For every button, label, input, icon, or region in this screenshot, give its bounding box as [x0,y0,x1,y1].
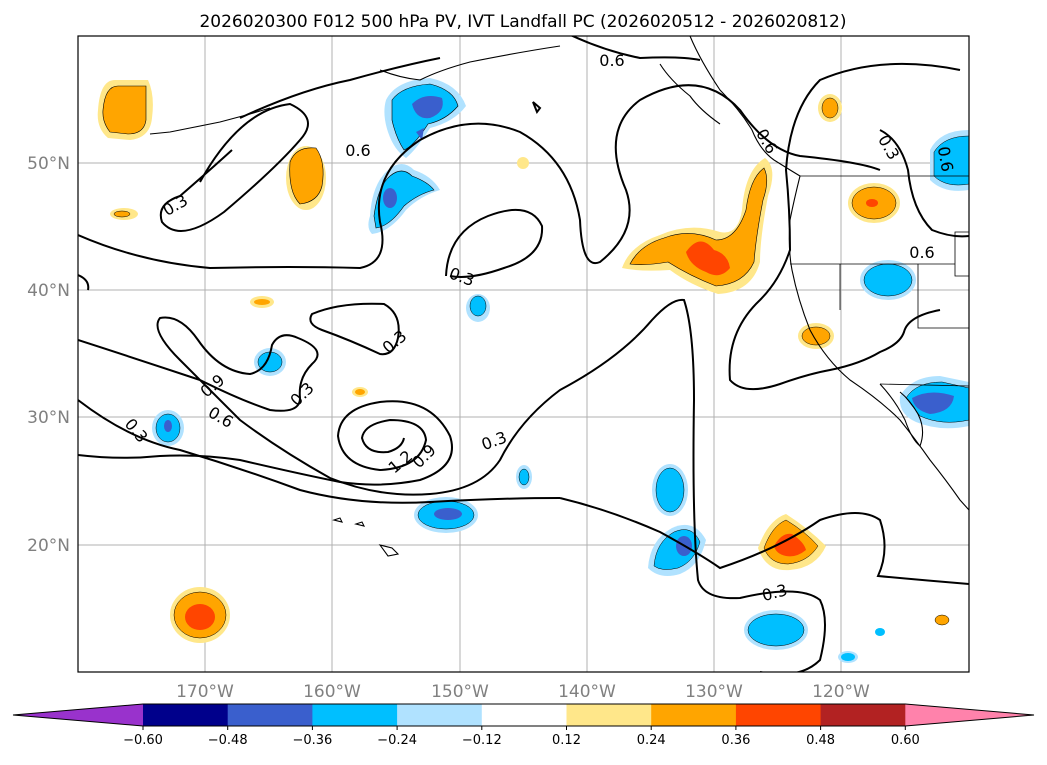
lat-label: 40°N [27,281,70,301]
colorbar-segment [735,704,822,726]
contour-label: 0.6 [934,145,957,173]
lon-label: 160°W [303,682,361,702]
colorbar-tick-label: 0.12 [552,733,581,748]
contour-labels: 0.6 0.6 0.6 0.6 0.6 0.3 0.3 0.3 0.3 0.3 … [121,51,957,605]
contour-label: 0.3 [447,264,477,291]
lon-label: 120°W [812,682,870,702]
lon-label: 150°W [431,682,489,702]
colorbar-segment [566,704,652,726]
latitude-labels: 50°N 40°N 30°N 20°N [27,154,70,556]
colorbar-segment [820,704,906,726]
lon-label: 140°W [558,682,616,702]
colorbar-segment [227,704,313,726]
contour-label: 0.3 [121,415,152,447]
colorbar-segment [143,704,229,726]
colorbar-tick-label: −0.24 [377,733,417,748]
lat-label: 50°N [27,154,70,174]
longitude-labels: 170°W 160°W 150°W 140°W 130°W 120°W [176,682,870,702]
pc-contours [78,36,969,672]
lat-label: 20°N [27,536,70,556]
graticule [78,36,969,672]
colorbar-extend-low [13,704,143,726]
contour-label: 0.6 [205,403,237,432]
map-title: 2026020300 F012 500 hPa PV, IVT Landfall… [199,12,846,32]
colorbar-tick-label: 0.60 [891,733,920,748]
political-borders [790,175,969,387]
colorbar-tick-label: 0.36 [721,733,750,748]
pv-shading [97,78,969,663]
contour-label: 0.9 [197,370,229,401]
map-area [78,36,969,672]
colorbar-tick-label: 0.48 [806,733,835,748]
contour-label: 0.9 [408,440,439,471]
map-frame [77,35,970,673]
colorbar-tick-label: 0.24 [637,733,666,748]
lon-label: 130°W [685,682,743,702]
contour-label: 0.3 [159,191,191,220]
colorbar-segment [397,704,483,726]
colorbar-tick-label: −0.48 [208,733,248,748]
colorbar-tick-label: −0.60 [123,733,163,748]
contour-label: 0.3 [874,131,903,163]
lon-label: 170°W [176,682,234,702]
colorbar-segment [481,704,567,726]
coastlines [149,36,969,557]
colorbar-extend-high [905,704,1034,726]
contour-label: 0.6 [599,51,624,70]
colorbar-tick-label: −0.36 [292,733,332,748]
colorbar-segment [651,704,737,726]
contour-label: 0.6 [909,243,934,262]
colorbar: −0.60 −0.48 −0.36 −0.24 −0.12 0.12 0.24 0.36 0.4… [12,703,1035,748]
contour-label: 0.3 [760,580,790,605]
contour-label: 0.6 [345,141,370,160]
lat-label: 30°N [27,408,70,428]
colorbar-tick-label: −0.12 [462,733,502,748]
contour-label: 0.3 [286,378,317,409]
contour-label: 0.3 [379,326,411,357]
colorbar-segment [312,704,398,726]
